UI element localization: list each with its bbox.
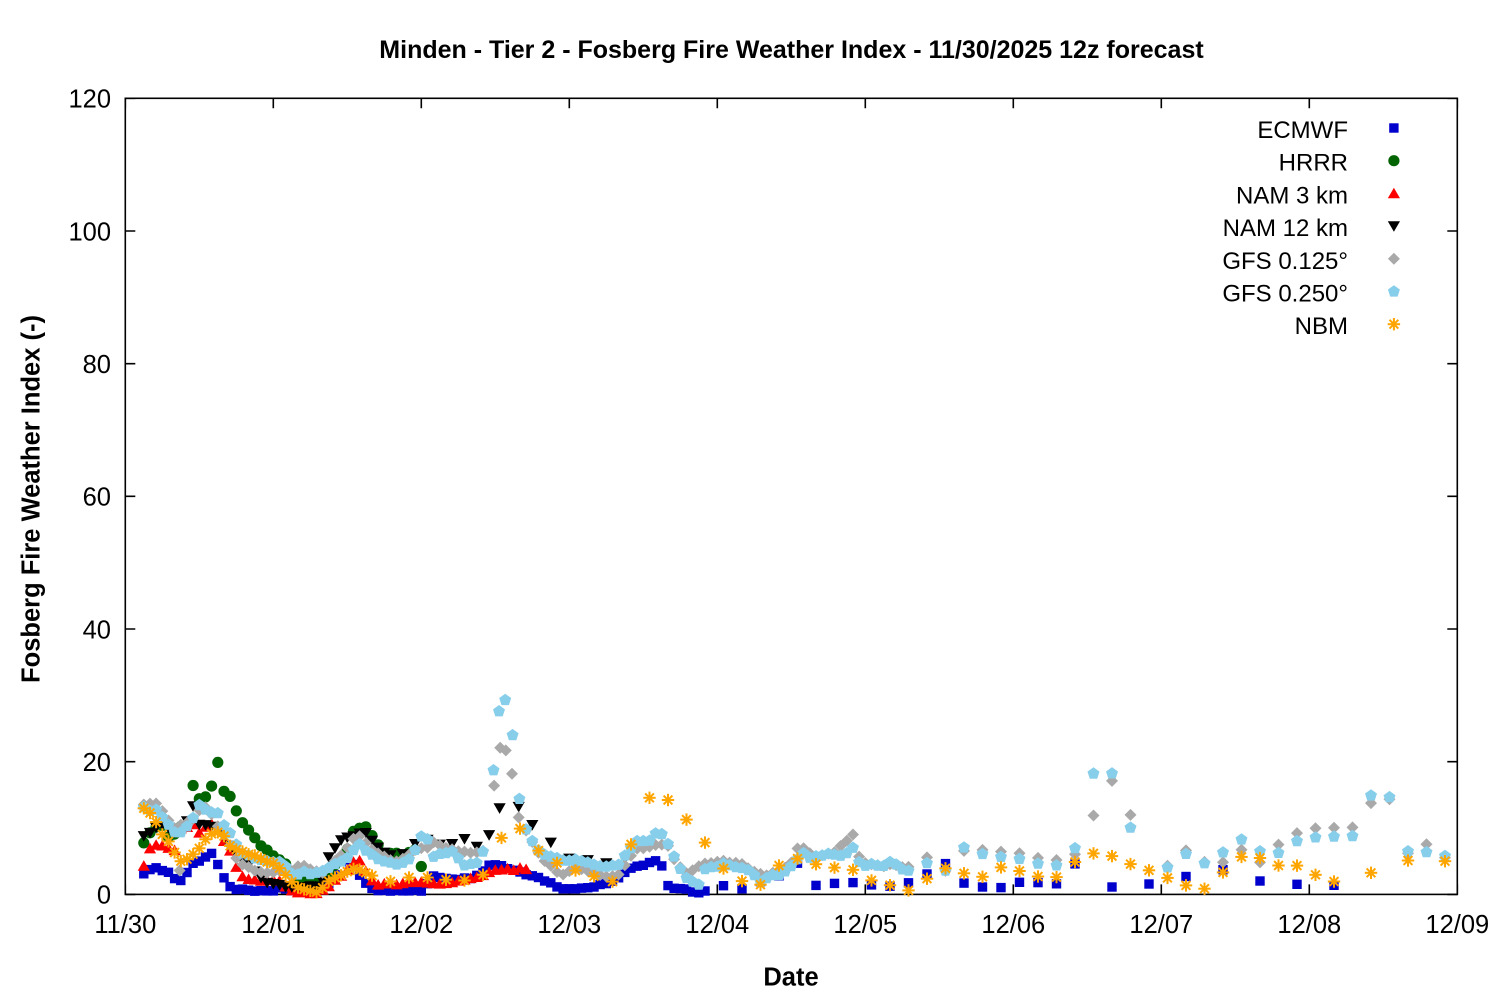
svg-text:12/06: 12/06 xyxy=(981,911,1045,939)
svg-text:120: 120 xyxy=(68,86,111,114)
svg-text:60: 60 xyxy=(83,484,111,512)
svg-text:12/02: 12/02 xyxy=(389,911,453,939)
svg-text:NAM 12 km: NAM 12 km xyxy=(1223,215,1348,242)
svg-text:12/04: 12/04 xyxy=(685,911,749,939)
svg-text:12/08: 12/08 xyxy=(1277,911,1341,939)
svg-text:GFS 0.125°: GFS 0.125° xyxy=(1222,248,1348,275)
svg-text:20: 20 xyxy=(83,749,111,777)
svg-text:100: 100 xyxy=(68,218,111,246)
svg-text:NAM 3 km: NAM 3 km xyxy=(1236,182,1348,209)
svg-text:HRRR: HRRR xyxy=(1279,150,1348,177)
svg-text:ECMWF: ECMWF xyxy=(1257,117,1348,144)
svg-text:12/05: 12/05 xyxy=(833,911,897,939)
svg-text:Fosberg Fire Weather Index (-): Fosberg Fire Weather Index (-) xyxy=(18,315,46,683)
svg-text:40: 40 xyxy=(83,616,111,644)
svg-text:12/03: 12/03 xyxy=(537,911,601,939)
svg-text:Minden - Tier 2 - Fosberg Fire: Minden - Tier 2 - Fosberg Fire Weather I… xyxy=(379,36,1204,64)
svg-text:12/01: 12/01 xyxy=(241,911,305,939)
svg-text:80: 80 xyxy=(83,351,111,379)
svg-text:0: 0 xyxy=(97,882,111,910)
svg-text:GFS 0.250°: GFS 0.250° xyxy=(1222,281,1348,308)
svg-text:NBM: NBM xyxy=(1295,313,1348,340)
svg-text:Date: Date xyxy=(763,964,818,992)
svg-text:12/07: 12/07 xyxy=(1129,911,1193,939)
svg-text:11/30: 11/30 xyxy=(94,911,156,939)
svg-text:12/09: 12/09 xyxy=(1425,911,1489,939)
